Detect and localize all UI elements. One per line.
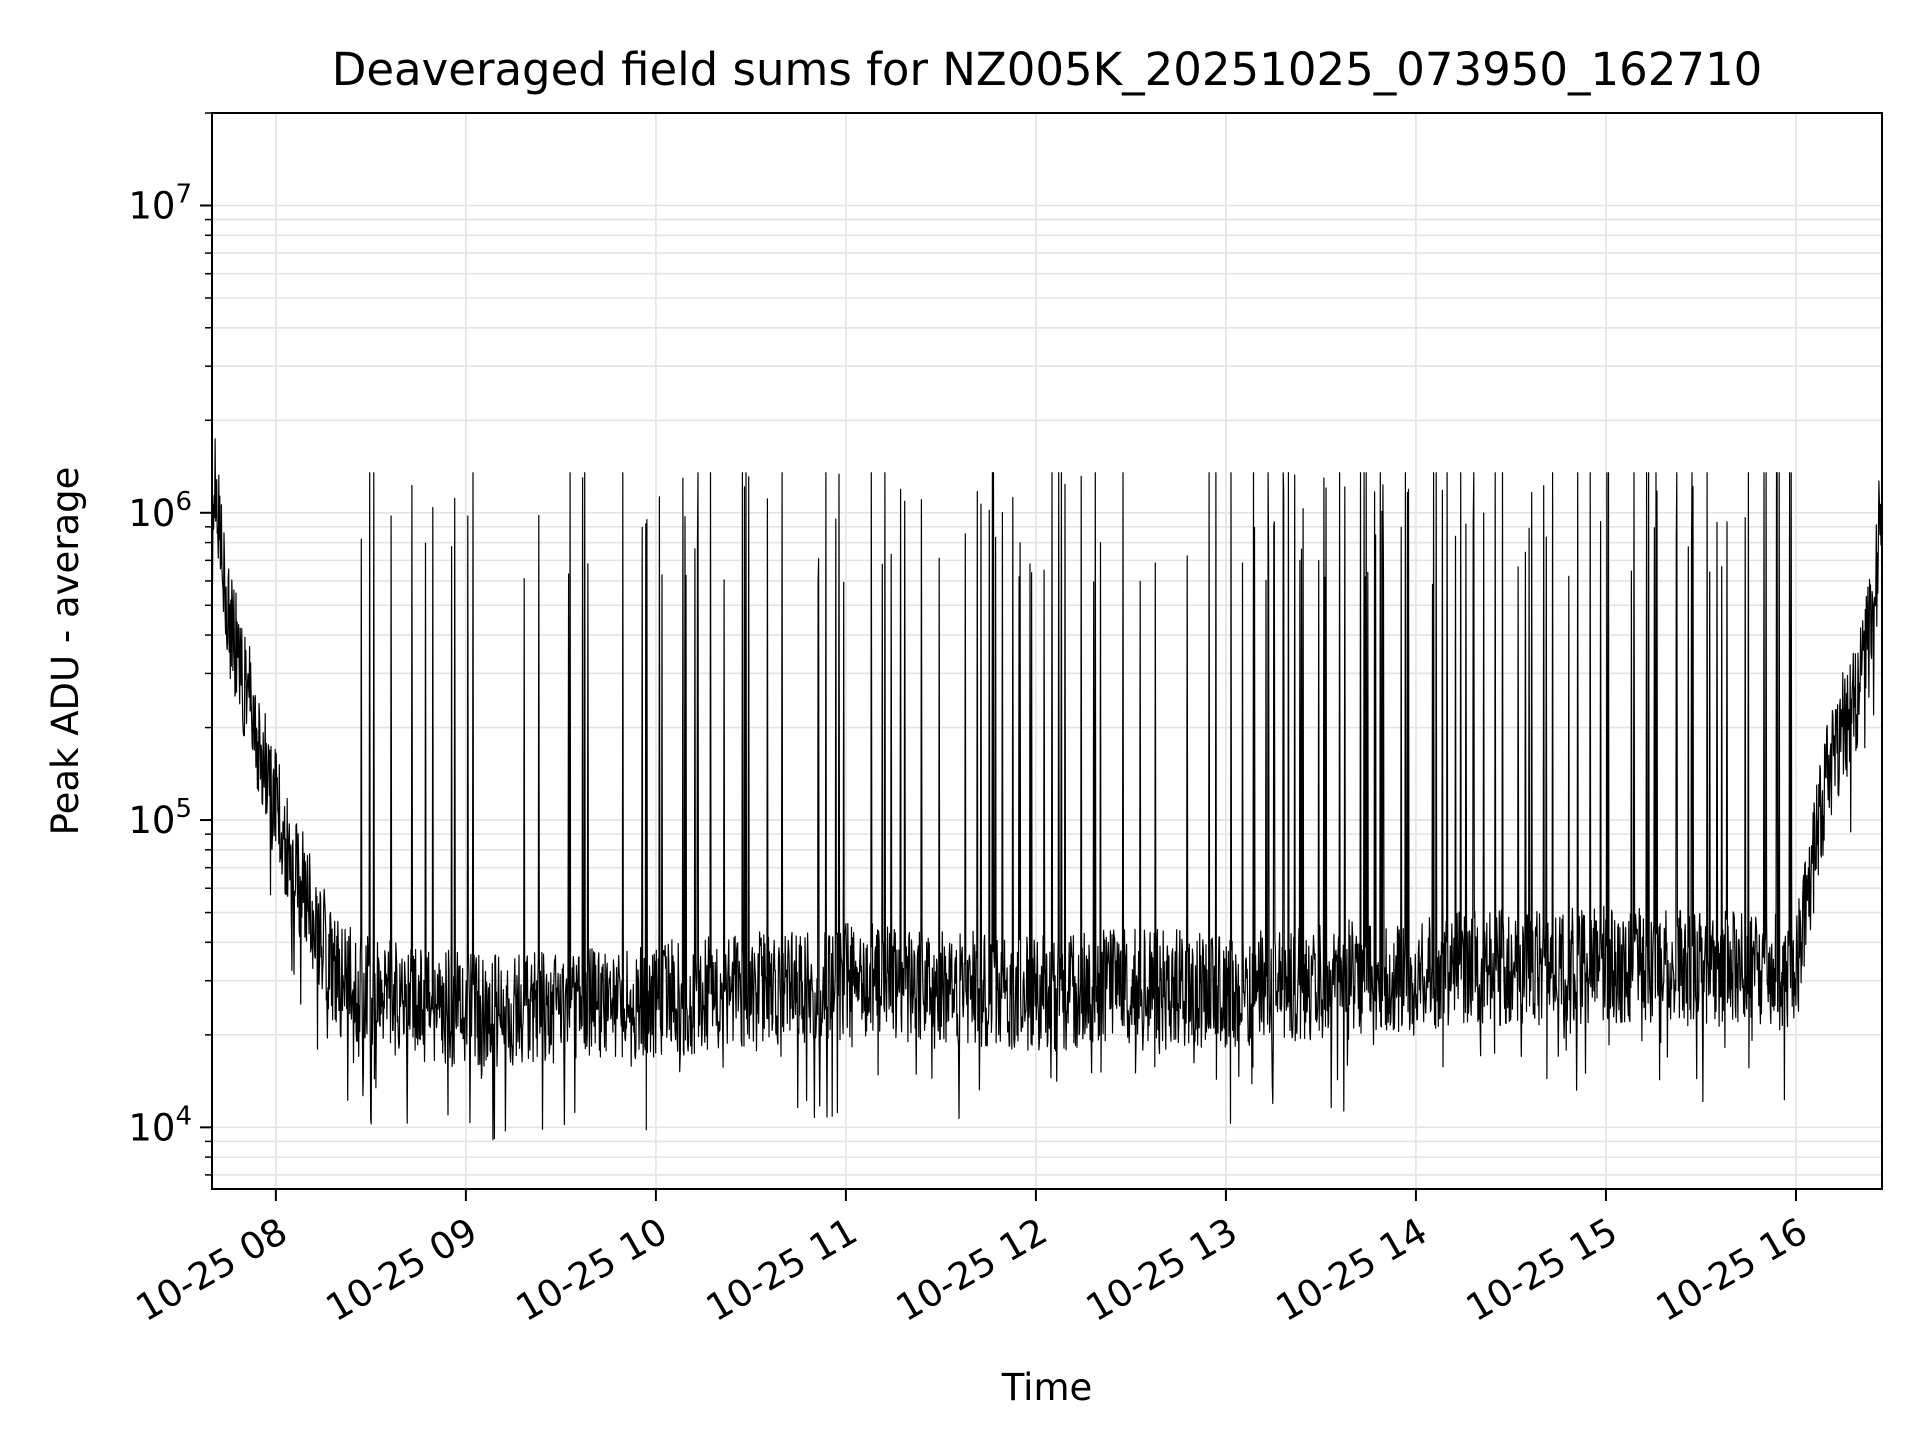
y-tick-exponent: 4 [175,1101,192,1131]
y-tick-exponent: 7 [175,180,192,210]
y-tick-label: 104 [128,1101,192,1149]
x-tick-label: 10-25 09 [319,1210,485,1330]
x-axis: 10-25 08 10-25 09 10-25 10 10-25 11 10-25 12… [129,1189,1815,1330]
series-line [212,438,1882,1141]
x-axis-label: Time [1001,1366,1093,1409]
x-tick-label: 10-25 11 [699,1210,865,1330]
chart-title: Deaveraged field sums for NZ005K_2025102… [332,43,1763,96]
y-tick-label: 107 [128,180,192,228]
y-tick-label: 105 [128,794,192,842]
y-tick-exponent: 6 [175,487,192,517]
x-tick-label: 10-25 13 [1079,1210,1245,1330]
x-tick-label: 10-25 08 [129,1210,295,1330]
y-tick-base: 10 [128,492,175,535]
y-tick-label: 106 [128,487,192,535]
x-tick-label: 10-25 12 [889,1210,1055,1330]
x-tick-label: 10-25 14 [1269,1210,1435,1330]
plot-frame [211,112,1883,1190]
x-tick-label: 10-25 16 [1649,1210,1815,1330]
y-tick-base: 10 [128,799,175,842]
x-tick-label: 10-25 10 [509,1210,675,1330]
y-axis-label: Peak ADU - average [44,467,87,836]
y-tick-base: 10 [128,185,175,228]
x-tick-label: 10-25 15 [1459,1210,1625,1330]
y-tick-base: 10 [128,1106,175,1149]
y-tick-exponent: 5 [175,794,192,824]
